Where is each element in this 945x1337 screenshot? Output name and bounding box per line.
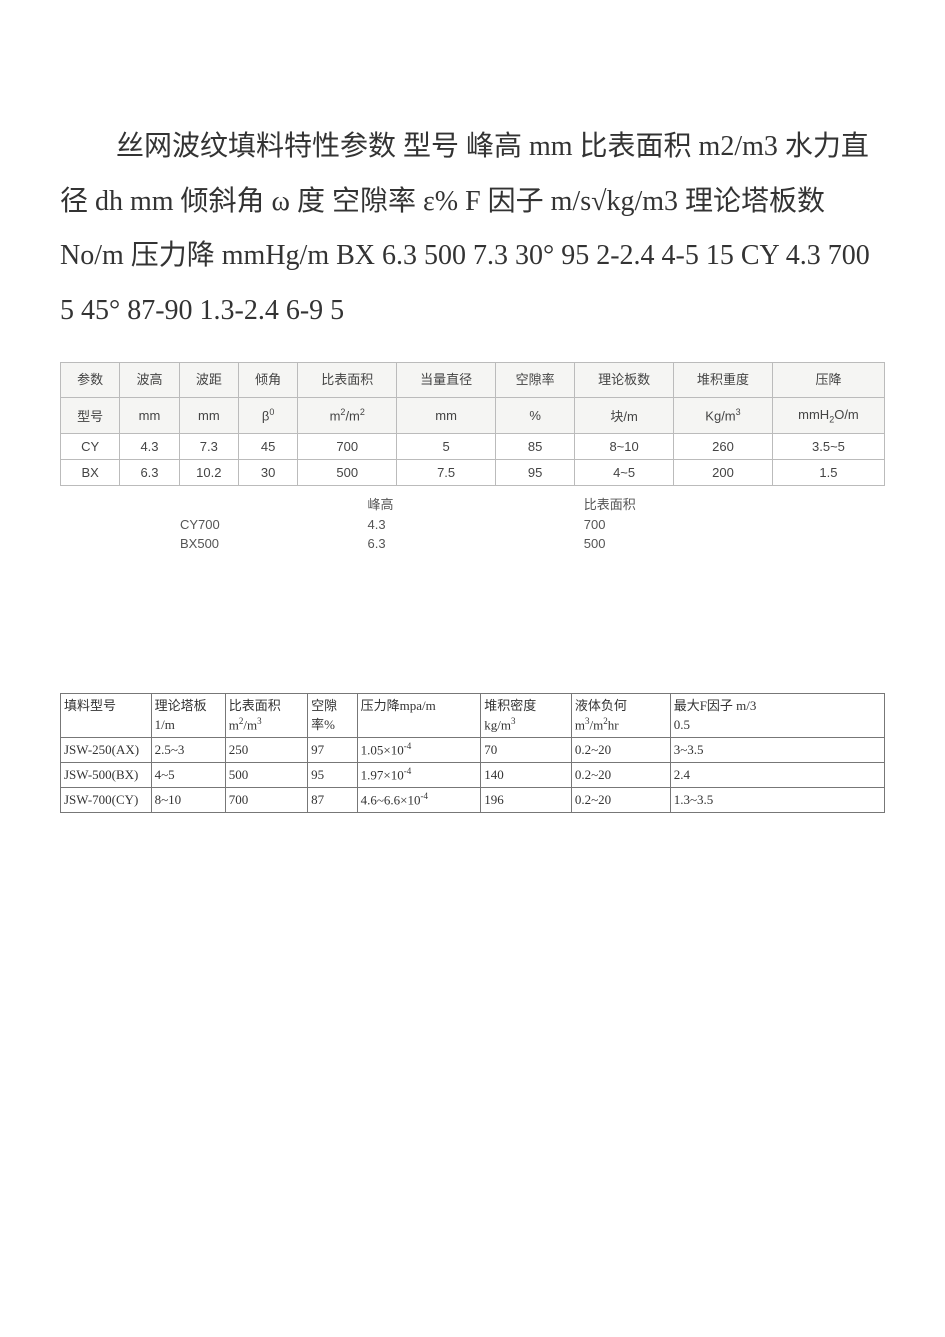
data-cell: 700 [298, 433, 397, 459]
table-row: BX500 6.3 500 [60, 534, 885, 553]
table-row: 参数 波高 波距 倾角 比表面积 当量直径 空隙率 理论板数 堆积重度 压降 [61, 363, 885, 398]
data-cell: 95 [308, 763, 357, 788]
mini-cell: 6.3 [308, 534, 514, 553]
data-cell: 95 [496, 459, 575, 485]
data-cell: 500 [298, 459, 397, 485]
data-cell: 700 [225, 787, 307, 812]
data-cell: CY [61, 433, 120, 459]
data-cell: 500 [225, 763, 307, 788]
data-cell: BX [61, 459, 120, 485]
mini-cell: 4.3 [308, 515, 514, 534]
table-row: CY 4.3 7.3 45 700 5 85 8~10 260 3.5~5 [61, 433, 885, 459]
unit-cell: m2/m2 [298, 397, 397, 433]
mini-cell: 700 [514, 515, 885, 534]
col-header: 当量直径 [397, 363, 496, 398]
data-cell: 0.2~20 [571, 787, 670, 812]
unit-cell: 型号 [61, 397, 120, 433]
col-header: 最大F因子 m/30.5 [670, 693, 884, 737]
data-cell: 0.2~20 [571, 763, 670, 788]
table-row: 峰高 比表面积 [60, 492, 885, 515]
col-header: 空隙率 [496, 363, 575, 398]
data-cell: 87 [308, 787, 357, 812]
table-row: 填料型号 理论塔板1/m 比表面积m2/m3 空隙率% 压力降mpa/m 堆积密… [61, 693, 885, 737]
intro-paragraph: 丝网波纹填料特性参数 型号 峰高 mm 比表面积 m2/m3 水力直径 dh m… [60, 120, 885, 338]
unit-cell: mm [397, 397, 496, 433]
data-cell: JSW-700(CY) [61, 787, 152, 812]
mini-summary-table: 峰高 比表面积 CY700 4.3 700 BX500 6.3 500 [60, 492, 885, 553]
data-cell: 2.4 [670, 763, 884, 788]
data-cell: 2.5~3 [151, 738, 225, 763]
col-header: 参数 [61, 363, 120, 398]
unit-cell: mm [179, 397, 238, 433]
col-header: 空隙率% [308, 693, 357, 737]
data-cell: 5 [397, 433, 496, 459]
table-row: JSW-500(BX) 4~5 500 95 1.97×10-4 140 0.2… [61, 763, 885, 788]
data-cell: 4.3 [120, 433, 179, 459]
col-header: 压力降mpa/m [357, 693, 481, 737]
col-header: 液体负何m3/m2hr [571, 693, 670, 737]
mini-header [60, 492, 308, 515]
data-cell: 45 [238, 433, 297, 459]
data-cell: 0.2~20 [571, 738, 670, 763]
mini-cell: BX500 [60, 534, 308, 553]
data-cell: 1.5 [772, 459, 884, 485]
table-row: JSW-700(CY) 8~10 700 87 4.6~6.6×10-4 196… [61, 787, 885, 812]
data-cell: 1.97×10-4 [357, 763, 481, 788]
col-header: 比表面积m2/m3 [225, 693, 307, 737]
table-row: BX 6.3 10.2 30 500 7.5 95 4~5 200 1.5 [61, 459, 885, 485]
data-cell: 8~10 [151, 787, 225, 812]
packing-params-table: 参数 波高 波距 倾角 比表面积 当量直径 空隙率 理论板数 堆积重度 压降 型… [60, 362, 885, 486]
mini-header: 比表面积 [514, 492, 885, 515]
data-cell: 4~5 [575, 459, 674, 485]
data-cell: 1.3~3.5 [670, 787, 884, 812]
col-header: 堆积密度kg/m3 [481, 693, 572, 737]
data-cell: 4.6~6.6×10-4 [357, 787, 481, 812]
unit-cell: mm [120, 397, 179, 433]
col-header: 波高 [120, 363, 179, 398]
data-cell: JSW-250(AX) [61, 738, 152, 763]
data-cell: 7.3 [179, 433, 238, 459]
data-cell: 6.3 [120, 459, 179, 485]
table-row: CY700 4.3 700 [60, 515, 885, 534]
col-header: 压降 [772, 363, 884, 398]
col-header: 填料型号 [61, 693, 152, 737]
data-cell: 30 [238, 459, 297, 485]
mini-cell: 500 [514, 534, 885, 553]
data-cell: 3.5~5 [772, 433, 884, 459]
col-header: 倾角 [238, 363, 297, 398]
col-header: 理论塔板1/m [151, 693, 225, 737]
data-cell: 97 [308, 738, 357, 763]
mini-cell: CY700 [60, 515, 308, 534]
data-cell: 8~10 [575, 433, 674, 459]
col-header: 堆积重度 [674, 363, 773, 398]
unit-cell: % [496, 397, 575, 433]
data-cell: 260 [674, 433, 773, 459]
jsw-packing-table: 填料型号 理论塔板1/m 比表面积m2/m3 空隙率% 压力降mpa/m 堆积密… [60, 693, 885, 813]
data-cell: 140 [481, 763, 572, 788]
data-cell: 85 [496, 433, 575, 459]
data-cell: 3~3.5 [670, 738, 884, 763]
data-cell: 196 [481, 787, 572, 812]
col-header: 波距 [179, 363, 238, 398]
table-row: 型号 mm mm β0 m2/m2 mm % 块/m Kg/m3 mmH2O/m [61, 397, 885, 433]
table-row: JSW-250(AX) 2.5~3 250 97 1.05×10-4 70 0.… [61, 738, 885, 763]
data-cell: 70 [481, 738, 572, 763]
data-cell: 200 [674, 459, 773, 485]
col-header: 理论板数 [575, 363, 674, 398]
data-cell: 4~5 [151, 763, 225, 788]
data-cell: JSW-500(BX) [61, 763, 152, 788]
col-header: 比表面积 [298, 363, 397, 398]
unit-cell: β0 [238, 397, 297, 433]
unit-cell: Kg/m3 [674, 397, 773, 433]
unit-cell: 块/m [575, 397, 674, 433]
data-cell: 7.5 [397, 459, 496, 485]
mini-header: 峰高 [308, 492, 514, 515]
data-cell: 250 [225, 738, 307, 763]
data-cell: 10.2 [179, 459, 238, 485]
unit-cell: mmH2O/m [772, 397, 884, 433]
data-cell: 1.05×10-4 [357, 738, 481, 763]
